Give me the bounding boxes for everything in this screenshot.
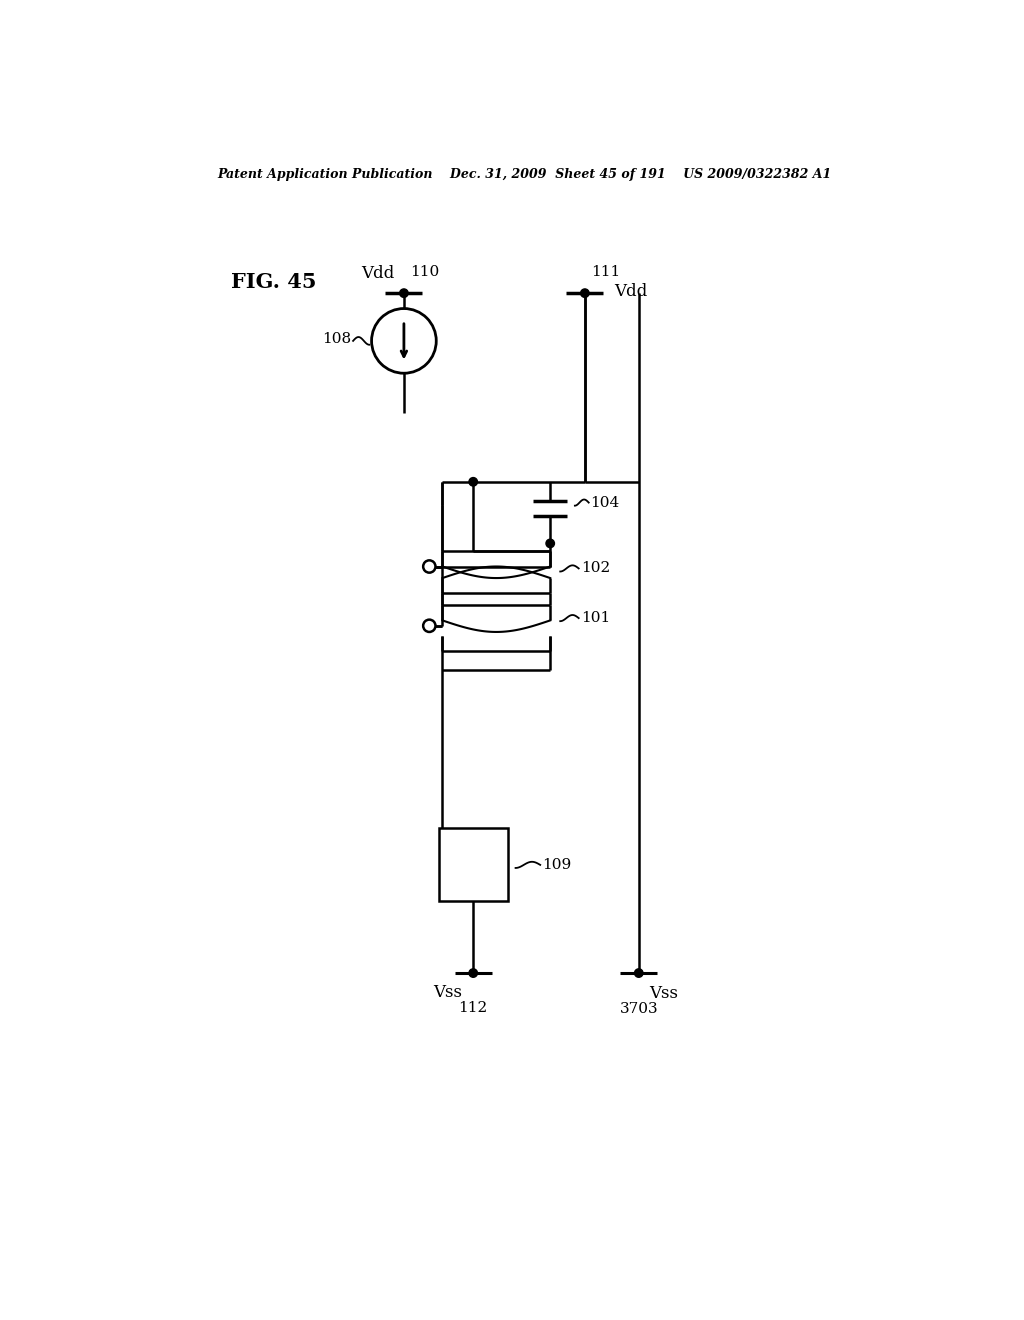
Circle shape [469,969,477,977]
Text: 101: 101 [581,611,610,626]
Text: Vdd: Vdd [614,282,647,300]
Text: 104: 104 [590,495,620,510]
Text: 110: 110 [410,265,439,280]
Text: Vss: Vss [433,983,463,1001]
Text: 108: 108 [323,333,351,346]
Circle shape [581,289,589,297]
Text: Patent Application Publication    Dec. 31, 2009  Sheet 45 of 191    US 2009/0322: Patent Application Publication Dec. 31, … [218,168,831,181]
Bar [438,829,508,902]
Circle shape [546,539,554,548]
Circle shape [469,478,477,486]
Circle shape [423,619,435,632]
Text: 112: 112 [459,1001,487,1015]
Text: 102: 102 [581,561,610,576]
Circle shape [372,309,436,374]
Text: 111: 111 [591,265,621,280]
Text: 3703: 3703 [620,1002,658,1016]
Text: Vss: Vss [649,985,679,1002]
Text: 109: 109 [543,858,571,873]
Circle shape [399,289,409,297]
Text: Vdd: Vdd [361,265,394,282]
Circle shape [635,969,643,977]
Circle shape [423,560,435,573]
Text: FIG. 45: FIG. 45 [230,272,316,292]
